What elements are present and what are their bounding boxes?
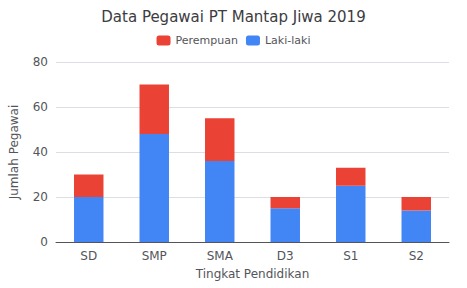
svg-text:S2: S2: [409, 249, 424, 263]
svg-text:D3: D3: [277, 249, 294, 263]
svg-text:60: 60: [33, 100, 48, 114]
svg-text:Tingkat Pendidikan: Tingkat Pendidikan: [195, 267, 310, 281]
svg-text:SMA: SMA: [207, 249, 234, 263]
svg-text:SD: SD: [80, 249, 97, 263]
svg-text:80: 80: [33, 55, 48, 69]
svg-text:Data Pegawai PT Mantap Jiwa 20: Data Pegawai PT Mantap Jiwa 2019: [101, 8, 365, 26]
svg-text:S1: S1: [343, 249, 358, 263]
svg-text:Laki-laki: Laki-laki: [265, 34, 311, 47]
svg-text:Jumlah Pegawai: Jumlah Pegawai: [7, 105, 21, 201]
svg-text:Perempuan: Perempuan: [176, 34, 238, 47]
svg-text:0: 0: [40, 235, 48, 249]
svg-text:40: 40: [33, 145, 48, 159]
svg-text:SMP: SMP: [142, 249, 167, 263]
svg-text:20: 20: [33, 190, 48, 204]
